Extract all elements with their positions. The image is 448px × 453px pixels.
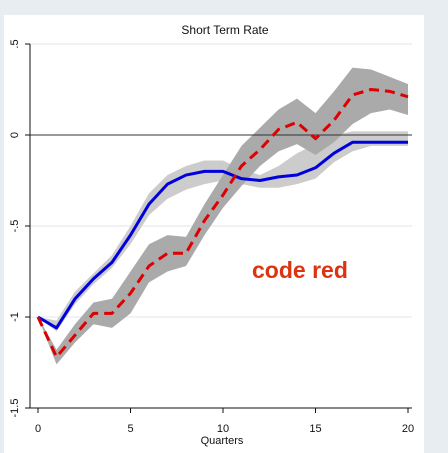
x-tick-label-0: 0 <box>35 423 41 435</box>
x-tick-label-4: 20 <box>402 423 414 435</box>
series-line-1 <box>36 88 409 359</box>
y-tick-label-3: 0 <box>9 132 21 138</box>
chart-title: Short Term Rate <box>181 23 268 37</box>
y-tick-label-1: -1 <box>9 312 21 322</box>
y-tick-label-2: -.5 <box>9 220 21 233</box>
band-series-1 <box>38 67 408 365</box>
x-tick-label-2: 10 <box>217 423 229 435</box>
x-axis-title: Quarters <box>201 435 244 447</box>
series-line-0 <box>37 140 408 330</box>
axes: -1.5 -1 -.5 0 .5 0 5 10 15 20 <box>9 39 414 435</box>
x-tick-label-1: 5 <box>127 423 133 435</box>
series-lines <box>36 88 409 359</box>
code-red-annotation: code red <box>252 257 348 283</box>
y-tick-label-0: -1.5 <box>9 399 21 418</box>
y-tick-label-4: .5 <box>9 39 21 48</box>
x-tick-label-3: 15 <box>309 423 321 435</box>
